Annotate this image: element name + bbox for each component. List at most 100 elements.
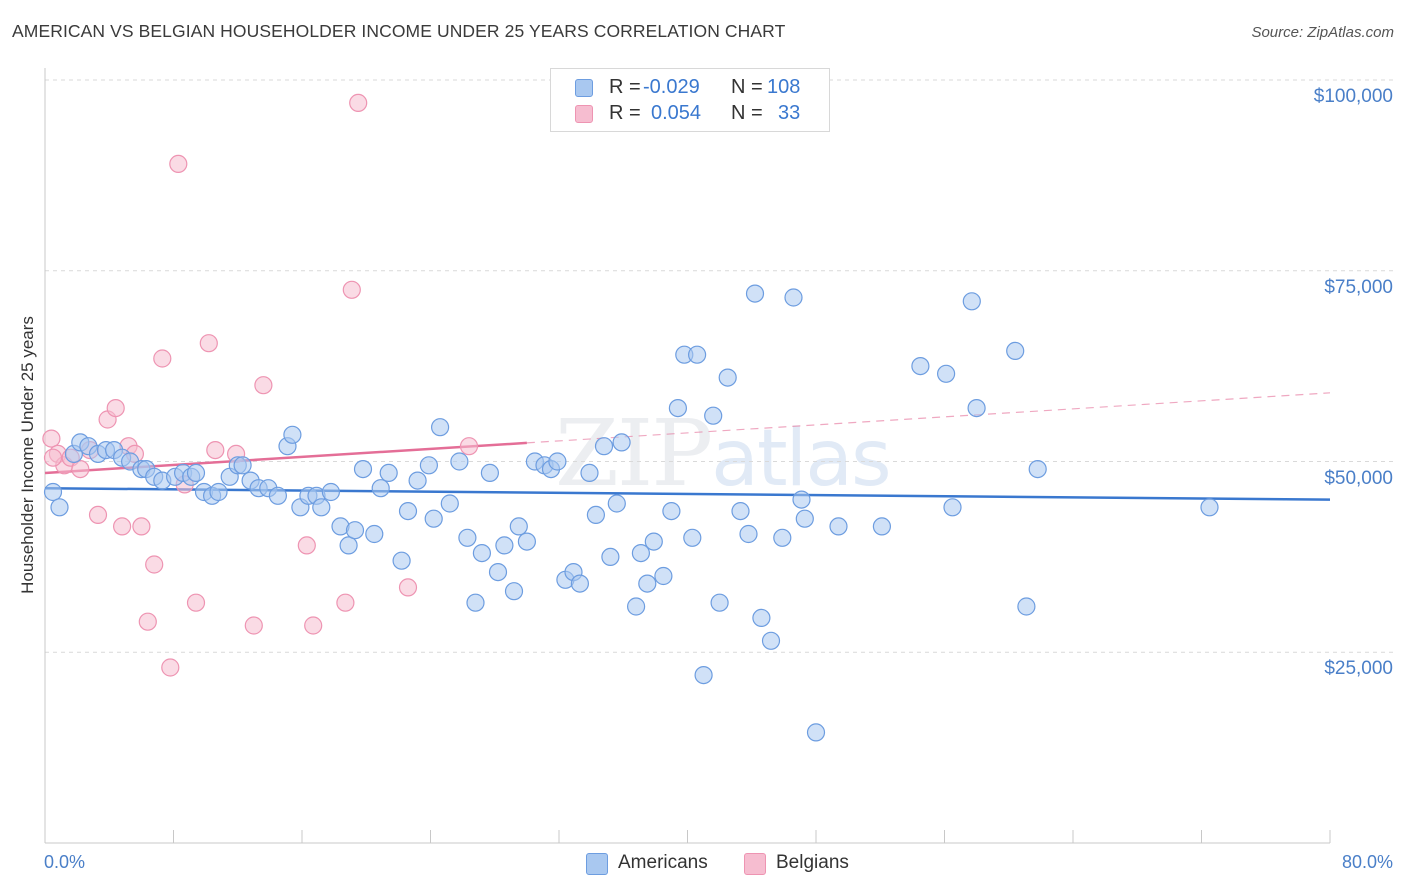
x-tick-max: 80.0% <box>1341 852 1393 872</box>
y-axis-title: Householder Income Under 25 years <box>18 316 37 594</box>
belgians-n-value: 33 <box>778 102 801 124</box>
americans-point-50 <box>458 528 477 547</box>
belgians-legend-label: Belgians <box>776 852 849 873</box>
belgians-r-value: 0.054 <box>651 102 702 124</box>
belgians-point-32 <box>43 448 63 467</box>
americans-r-label: R = <box>609 76 641 98</box>
americans-point-1 <box>50 498 69 517</box>
americans-legend-swatch <box>586 853 608 875</box>
americans-point-56 <box>504 582 524 601</box>
americans-point-73 <box>631 543 651 563</box>
americans-point-78 <box>668 399 688 418</box>
americans-point-95 <box>806 723 826 742</box>
americans-point-93 <box>792 490 811 509</box>
belgians-point-14 <box>145 555 164 574</box>
americans-point-51 <box>466 593 485 612</box>
americans-point-76 <box>654 566 673 586</box>
data-points <box>42 93 1219 742</box>
americans-point-72 <box>626 597 646 616</box>
americans-point-102 <box>967 399 986 418</box>
americans-point-80 <box>683 528 702 547</box>
y-tick-label-0: $25,000 <box>1324 658 1393 680</box>
americans-point-29 <box>283 425 302 444</box>
belgians-point-8 <box>106 399 125 418</box>
belgians-point-6 <box>88 505 108 525</box>
americans-point-103 <box>1006 341 1025 360</box>
americans-point-90 <box>761 631 781 650</box>
americans-legend-label: Americans <box>618 852 708 873</box>
belgians-point-0 <box>42 429 61 448</box>
grid-layer <box>45 79 1393 653</box>
americans-point-37 <box>345 521 365 540</box>
americans-point-44 <box>408 471 427 490</box>
americans-point-45 <box>419 456 438 475</box>
belgians-point-19 <box>186 593 206 612</box>
x-tick-min: 0.0% <box>44 852 86 872</box>
source-credit: Source: ZipAtlas.com <box>1251 24 1394 41</box>
americans-point-82 <box>694 665 713 685</box>
belgians-trend-dashed <box>526 392 1331 444</box>
y-tick-label-1: $50,000 <box>1324 467 1393 489</box>
belgians-point-23 <box>244 616 263 635</box>
belgians-point-9 <box>112 517 132 536</box>
americans-point-99 <box>936 364 956 383</box>
belgians-point-29 <box>349 93 368 113</box>
americans-point-48 <box>440 494 459 513</box>
belgians-point-30 <box>398 578 418 597</box>
belgians-point-27 <box>336 593 355 612</box>
belgians-point-28 <box>342 280 361 299</box>
americans-point-62 <box>548 452 567 471</box>
americans-point-55 <box>495 536 514 555</box>
americans-point-67 <box>586 505 606 525</box>
americans-point-41 <box>379 463 398 482</box>
americans-point-101 <box>962 292 981 311</box>
americans-point-46 <box>424 509 443 528</box>
stats-legend: R = -0.029 N = 108 R = 0.054 N = 33 <box>550 68 830 132</box>
americans-point-100 <box>943 498 962 517</box>
belgians-point-21 <box>206 441 225 460</box>
americans-point-47 <box>431 418 450 437</box>
americans-point-91 <box>773 528 792 547</box>
americans-point-97 <box>872 517 892 536</box>
belgians-point-12 <box>132 517 151 536</box>
chart-title: AMERICAN VS BELGIAN HOUSEHOLDER INCOME U… <box>12 21 786 41</box>
americans-point-74 <box>638 574 657 593</box>
belgians-swatch <box>575 105 593 123</box>
americans-point-83 <box>704 406 723 425</box>
belgians-point-26 <box>304 616 323 635</box>
belgians-n-label: N = <box>731 102 763 124</box>
americans-point-66 <box>580 463 599 482</box>
americans-swatch <box>575 79 593 97</box>
americans-point-71 <box>612 433 631 452</box>
americans-point-81 <box>687 345 707 364</box>
belgians-point-25 <box>297 536 316 555</box>
americans-point-36 <box>339 536 358 555</box>
belgians-point-20 <box>199 334 218 353</box>
americans-point-40 <box>371 479 390 498</box>
belgians-point-4 <box>71 460 90 479</box>
americans-point-54 <box>488 562 508 582</box>
americans-point-104 <box>1017 597 1036 616</box>
americans-point-20 <box>209 482 228 502</box>
americans-point-0 <box>43 482 63 502</box>
americans-n-label: N = <box>731 76 763 98</box>
y-tick-label-3: $100,000 <box>1313 86 1393 107</box>
americans-point-86 <box>731 502 750 521</box>
americans-r-value: -0.029 <box>643 76 700 98</box>
belgians-point-13 <box>138 612 157 631</box>
belgians-legend-swatch <box>744 853 766 875</box>
americans-point-27 <box>268 486 287 505</box>
americans-point-23 <box>233 456 252 475</box>
americans-point-57 <box>509 517 528 536</box>
americans-point-43 <box>398 502 418 521</box>
americans-point-92 <box>784 288 803 307</box>
americans-point-88 <box>745 284 765 303</box>
americans-point-58 <box>517 532 537 551</box>
americans-point-69 <box>601 547 620 567</box>
belgians-point-24 <box>254 376 273 395</box>
belgians-point-31 <box>459 437 479 456</box>
belgians-r-label: R = <box>609 102 641 124</box>
belgians-point-15 <box>153 349 172 368</box>
y-tick-label-2: $75,000 <box>1324 276 1393 298</box>
americans-point-65 <box>570 574 590 593</box>
